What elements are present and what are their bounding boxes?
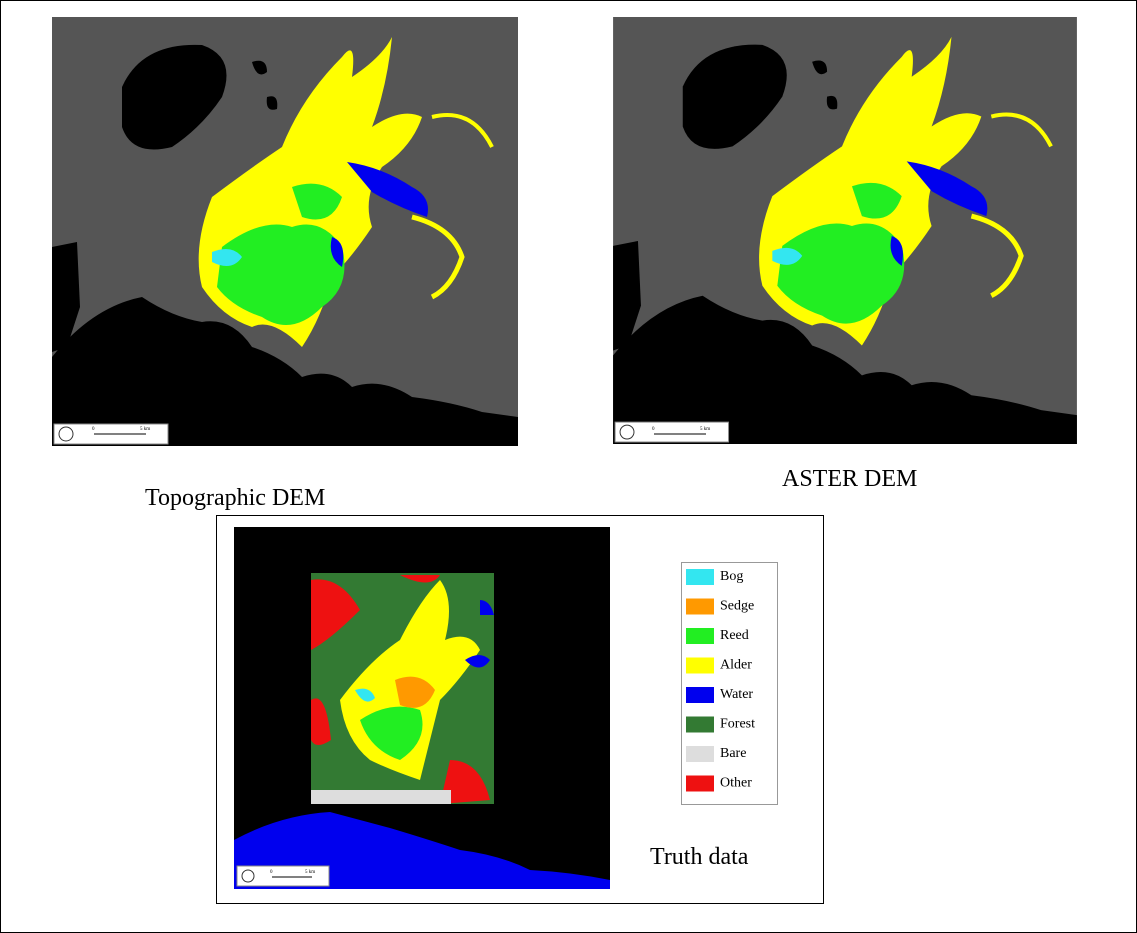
- caption: ASTER DEM: [782, 466, 917, 492]
- caption: Truth data: [650, 844, 749, 870]
- scale-end: 5 km: [140, 427, 150, 432]
- legend-label: Alder: [720, 658, 752, 673]
- legend-label: Water: [720, 687, 753, 702]
- legend-swatch: [686, 687, 714, 703]
- topographic-map: [52, 17, 518, 446]
- scale-end: 5 km: [700, 427, 710, 432]
- legend-label: Other: [720, 776, 752, 791]
- legend-label: Sedge: [720, 599, 754, 614]
- legend-label: Forest: [720, 717, 755, 732]
- legend-label: Bog: [720, 569, 743, 584]
- legend-swatch: [686, 746, 714, 762]
- aster-map: [613, 17, 1077, 444]
- truth-map: [234, 527, 610, 889]
- legend-label: Bare: [720, 746, 746, 761]
- figure: 0 5 km 0 5 km Topographic DEM ASTER DEM …: [0, 0, 1137, 933]
- caption: Topographic DEM: [145, 485, 325, 511]
- scale-end: 5 km: [305, 870, 315, 875]
- legend-swatch: [686, 599, 714, 615]
- legend-swatch: [686, 776, 714, 792]
- legend-swatch: [686, 658, 714, 674]
- legend-swatch: [686, 569, 714, 585]
- legend-swatch: [686, 628, 714, 644]
- legend-swatch: [686, 717, 714, 733]
- legend-label: Reed: [720, 628, 749, 643]
